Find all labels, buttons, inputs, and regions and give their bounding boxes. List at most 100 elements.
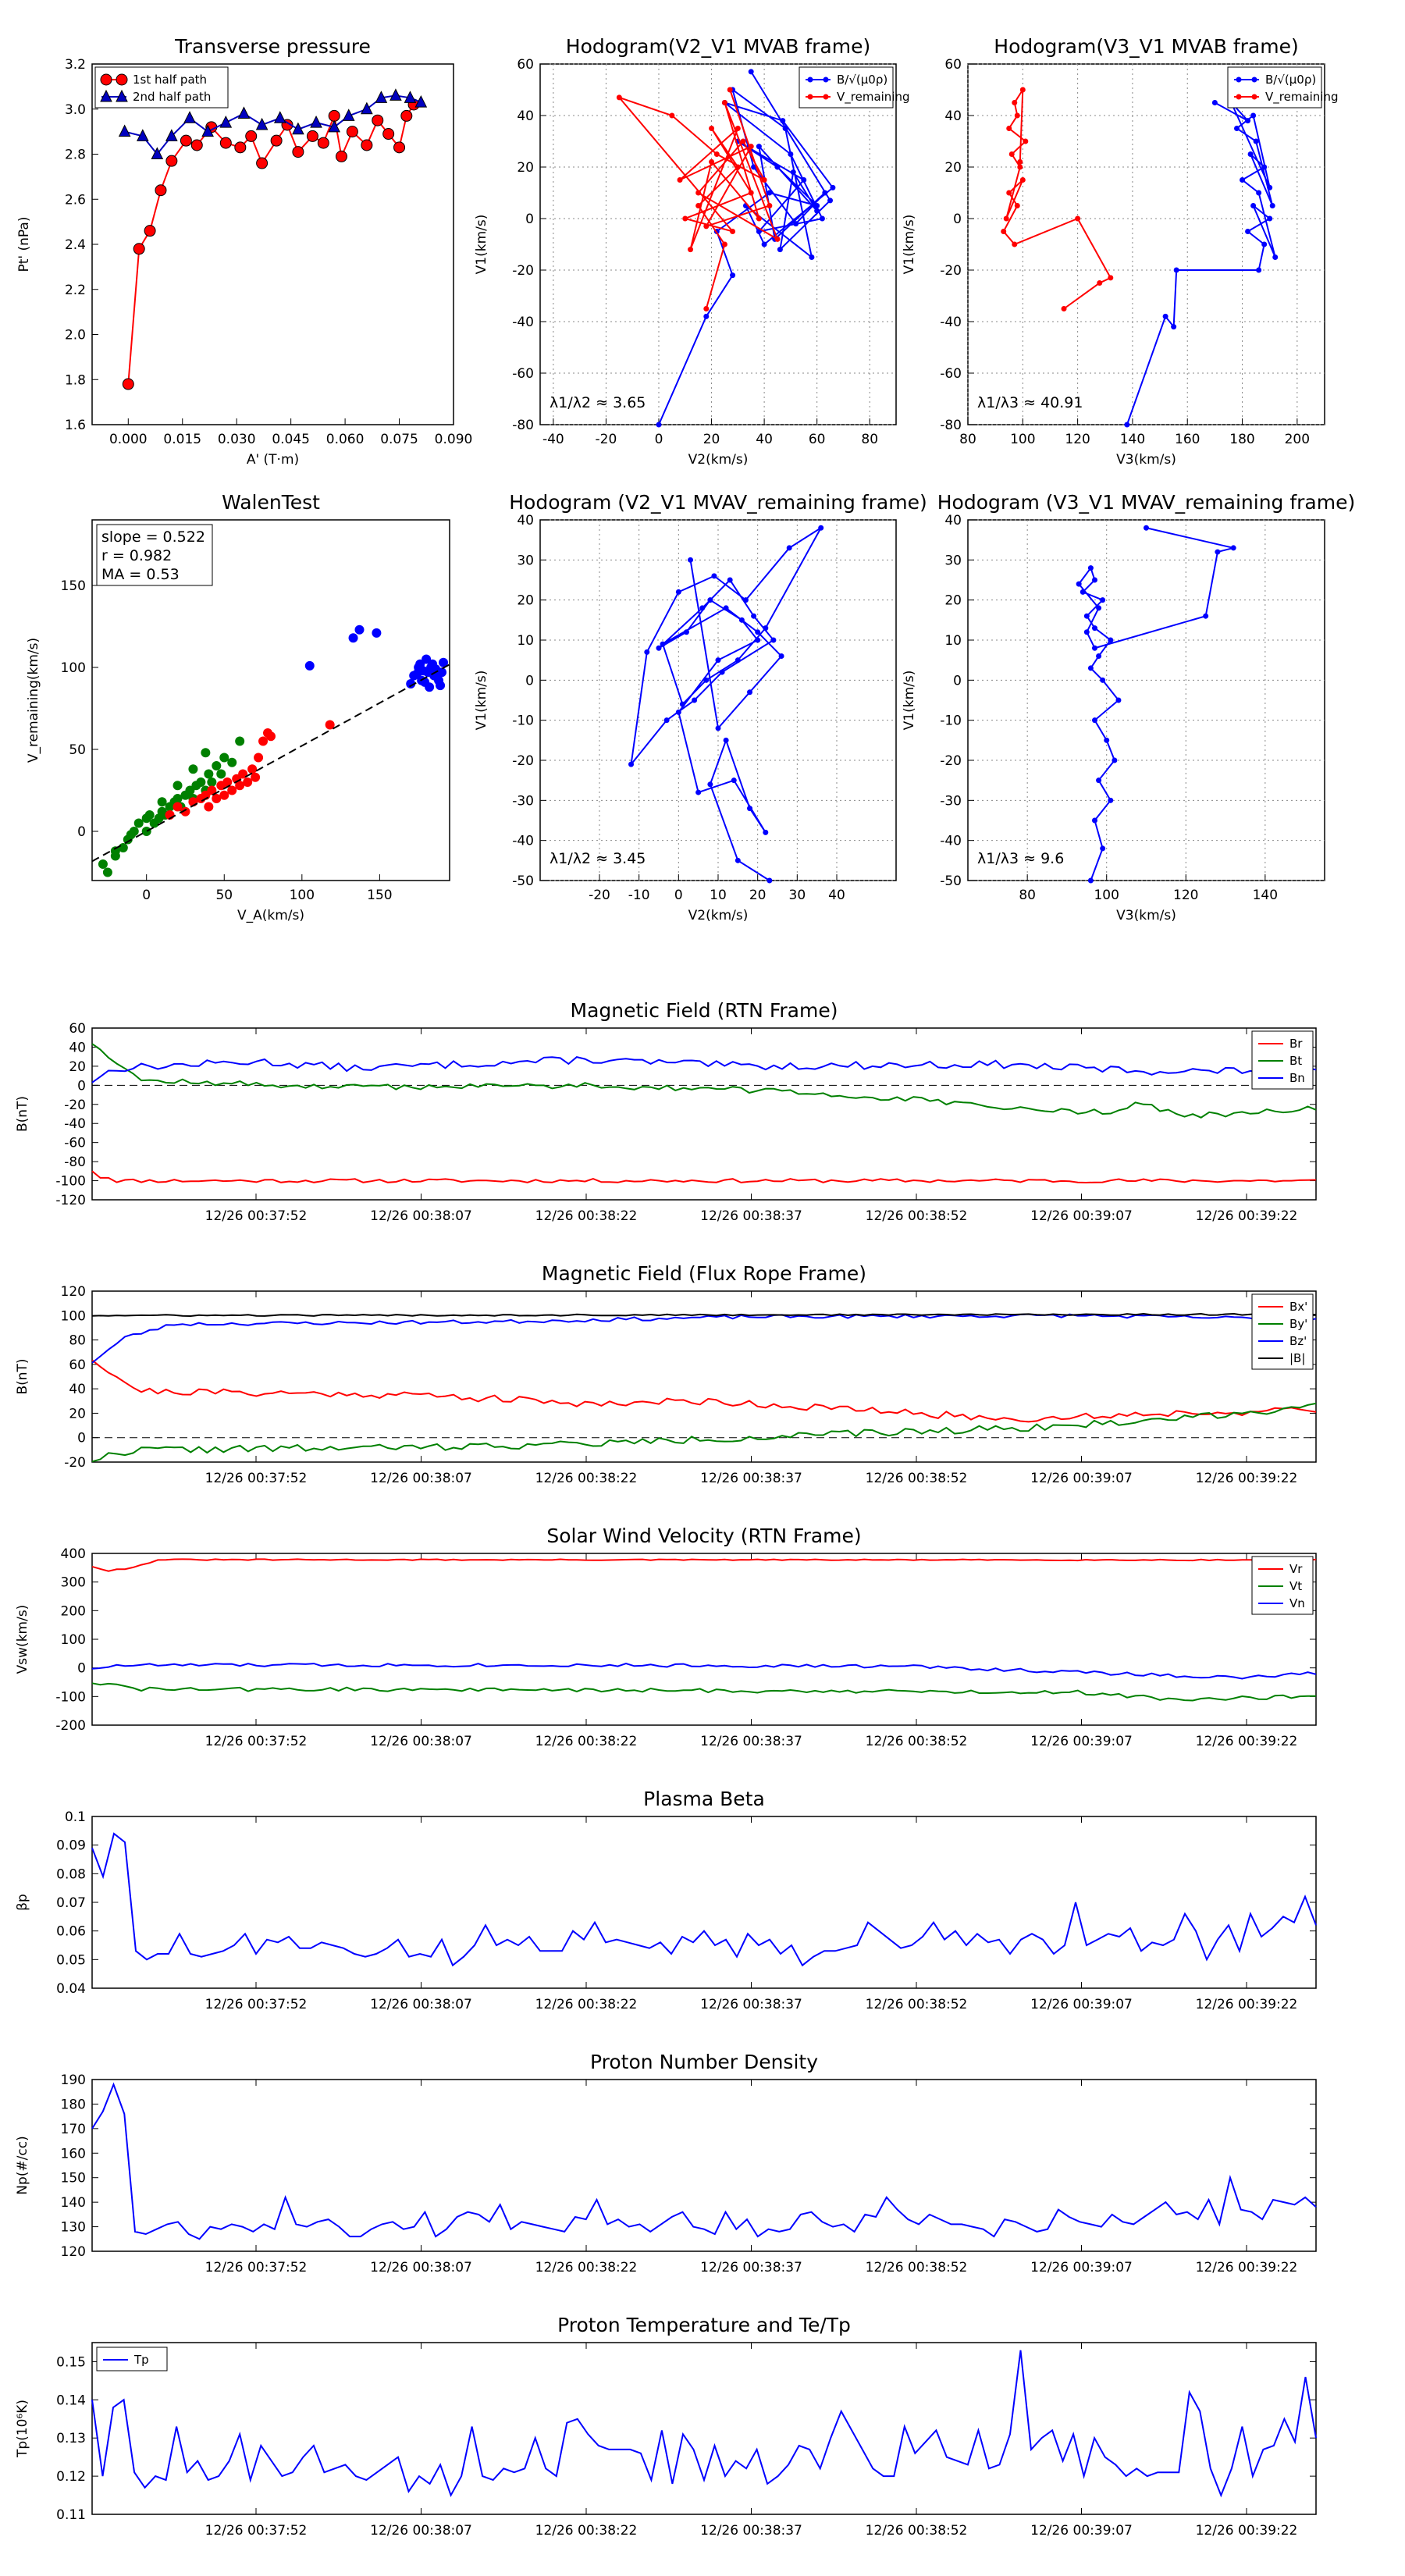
x-tick-label: 12/26 00:39:22 [1196,2523,1298,2539]
x-tick-label: 140 [1253,888,1278,903]
series-blue [304,624,449,692]
series-1st-half-path [122,98,420,390]
chart-title: WalenTest [222,491,320,514]
data-point [763,625,769,632]
data-point [780,118,786,124]
data-point [255,117,269,130]
data-point [774,164,781,170]
data-point [756,215,762,222]
series-bx [91,1359,1317,1423]
data-point [703,223,710,229]
y-tick-label: 2.4 [65,237,86,253]
y-tick-label: -200 [55,1718,86,1734]
data-point [1251,94,1257,100]
y-tick-label: 140 [61,2195,86,2211]
x-tick-label: 12/26 00:38:07 [370,2523,472,2539]
data-point [814,203,820,208]
data-point [656,645,662,651]
x-tick-label: 200 [1285,432,1310,447]
y-tick-label: 0 [77,1078,86,1094]
legend-entry: Bx' [1289,1300,1307,1314]
series-by [91,1402,1317,1463]
y-tick-label: 20 [517,160,534,176]
data-point [699,605,706,611]
x-tick-label: 40 [828,888,845,903]
data-point [827,197,834,204]
y-tick-label: 60 [69,1357,86,1373]
data-point [1104,737,1110,743]
data-point [1096,777,1102,784]
x-tick-label: 150 [367,888,392,903]
x-tick-label: 0.090 [435,432,473,447]
data-point [436,681,446,691]
x-tick-label: 12/26 00:38:22 [535,1471,638,1486]
x-tick-label: 12/26 00:37:52 [205,1208,308,1224]
y-tick-label: 0 [77,1661,86,1677]
data-point [1017,158,1023,165]
data-point [730,229,736,234]
data-point [1108,797,1114,803]
x-axis-label: A' (T·m) [247,452,299,468]
legend-entry: V_remaining [1265,90,1339,105]
series-v [628,525,824,884]
data-point [830,184,836,190]
data-point [1108,275,1114,281]
data-point [375,91,388,103]
x-tick-label: 12/26 00:38:22 [535,1997,638,2012]
data-point [660,641,666,647]
data-point [767,190,773,196]
data-point [735,657,741,664]
data-point [346,126,358,138]
data-point [317,137,329,149]
data-point [1083,613,1090,619]
plot-frame [539,63,897,425]
chart-title: Hodogram(V2_V1 MVAB frame) [566,35,870,58]
data-point [400,109,413,122]
plot-frame [91,1290,1317,1463]
x-tick-label: 60 [809,432,826,447]
chart-b_fr: Magnetic Field (Flux Rope Frame) B(nT) 12/… [15,1262,1317,1486]
chart-title: Solar Wind Velocity (RTN Frame) [546,1525,861,1547]
y-axis-label: Pt' (nPa) [16,217,32,272]
data-point [116,89,128,102]
x-tick-label: 12/26 00:39:22 [1196,1997,1298,2012]
data-point [790,169,796,176]
data-point [328,109,340,122]
y-tick-label: 3.0 [65,102,86,118]
data-point [807,94,813,100]
series-bn [91,1056,1317,1083]
data-point [1245,118,1251,124]
x-tick-label: 0.000 [109,432,148,447]
data-point [1083,629,1090,635]
chart-title: Magnetic Field (Flux Rope Frame) [542,1262,866,1285]
data-point [695,203,702,208]
y-tick-label: -20 [64,1455,86,1471]
data-point [235,781,245,791]
x-tick-label: 12/26 00:38:52 [866,1208,968,1224]
x-tick-label: 12/26 00:38:22 [535,2523,638,2539]
data-point [644,649,650,655]
data-point [100,89,112,102]
data-point [669,112,675,119]
y-tick-label: 20 [944,593,962,609]
data-point [222,777,233,787]
data-point [747,806,753,812]
x-axis-label: V3(km/s) [1116,908,1176,923]
series-beta [91,1832,1317,1967]
data-point [1006,126,1012,131]
x-tick-label: 20 [749,888,767,903]
data-point [688,557,694,563]
chart-h1: -40 -20 0 20 40 60 80 -80 -60 -40 -20 0 20 40 60 Hodogr… [474,35,910,468]
x-tick-label: -40 [542,432,564,447]
data-point [1173,267,1179,273]
data-point [707,781,713,788]
eigen-ratio-annotation: λ1/λ2 ≈ 3.45 [550,850,646,867]
data-point [173,802,183,812]
x-tick-label: 12/26 00:38:07 [370,1997,472,2012]
series-2nd-half-path [118,88,428,159]
legend-entry: 2nd half path [133,90,211,104]
x-tick-label: 12/26 00:38:52 [866,1734,968,1749]
data-point [1091,817,1097,824]
data-point [227,785,237,795]
x-tick-label: 0 [674,888,683,903]
